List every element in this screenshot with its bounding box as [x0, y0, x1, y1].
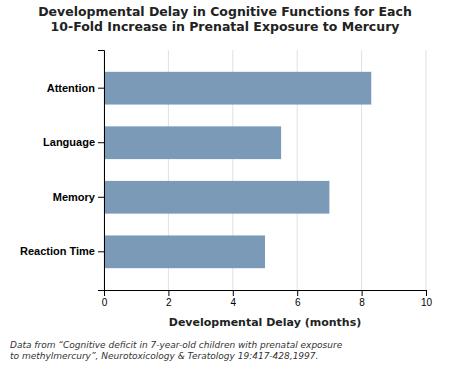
y-tick-mark	[98, 88, 104, 89]
bar	[104, 72, 371, 105]
x-tick: 2	[166, 290, 172, 308]
x-tick: 10	[421, 290, 433, 308]
grid	[104, 50, 426, 290]
x-tick-label: 6	[295, 297, 301, 308]
y-axis: Reaction Time Memory Language Attention	[20, 51, 105, 291]
x-axis-title: Developmental Delay (months)	[169, 316, 361, 329]
x-tick: 0	[102, 290, 108, 308]
x-tick-mark	[362, 290, 363, 296]
x-tick-label: 2	[166, 297, 172, 308]
y-tick: Language	[43, 136, 104, 148]
y-tick-label: Attention	[47, 82, 96, 94]
bars	[104, 72, 371, 268]
title: Developmental Delay in Cognitive Functio…	[38, 4, 412, 34]
y-tick: Attention	[47, 82, 104, 94]
x-axis: 0 2 4 6 8 10	[102, 290, 433, 308]
y-axis-line	[98, 51, 105, 291]
x-tick-mark	[426, 290, 427, 296]
x-tick-label: 4	[231, 297, 237, 308]
y-tick: Reaction Time	[20, 245, 104, 257]
y-tick-mark	[98, 197, 104, 198]
footer: Data from “Cognitive deficit in 7-year-o…	[10, 340, 343, 361]
x-axis-line	[105, 291, 427, 297]
plot: 0 2 4 6 8 10 Reaction Time Memory Language Attent…	[20, 50, 432, 329]
x-tick: 4	[231, 290, 237, 308]
x-tick-label: 8	[359, 297, 365, 308]
y-tick-label: Memory	[53, 191, 96, 203]
bar	[104, 126, 281, 159]
y-tick-mark	[98, 142, 104, 143]
bar	[104, 235, 265, 268]
x-tick: 6	[295, 290, 301, 308]
y-tick-mark	[98, 251, 104, 252]
bar	[104, 181, 329, 214]
chart: Developmental Delay in Cognitive Functio…	[0, 0, 450, 372]
x-tick-mark	[233, 290, 234, 296]
x-tick-label: 10	[421, 297, 433, 308]
y-tick-label: Reaction Time	[20, 245, 95, 257]
x-tick: 8	[359, 290, 365, 308]
x-tick-mark	[168, 290, 169, 296]
y-tick-label: Language	[43, 136, 95, 148]
y-tick: Memory	[53, 191, 104, 203]
grid-line	[426, 50, 427, 290]
x-tick-mark	[297, 290, 298, 296]
x-tick-label: 0	[102, 297, 108, 308]
